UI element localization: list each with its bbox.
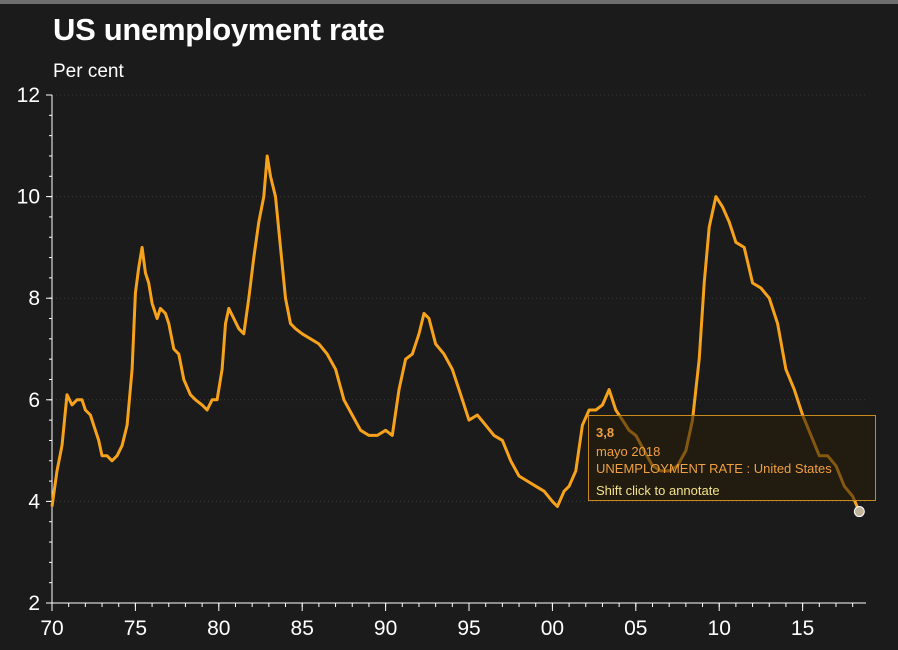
x-tick-label: 10 (708, 617, 731, 640)
x-tick-label: 05 (624, 617, 647, 640)
y-tick-label: 6 (28, 389, 40, 412)
tooltip-annotate-hint: Shift click to annotate (596, 483, 720, 498)
x-tick-label: 70 (40, 617, 63, 640)
x-tick-label: 90 (374, 617, 397, 640)
x-axis-tick-labels: 70 75 80 85 90 95 00 05 10 15 (40, 617, 814, 640)
y-tick-label: 2 (28, 592, 40, 615)
y-axis-tick-labels: 2 4 6 8 10 12 (17, 84, 41, 615)
y-tick-label: 10 (17, 186, 40, 209)
x-tick-label: 75 (124, 617, 147, 640)
tooltip-date: mayo 2018 (596, 444, 661, 459)
series-line-unemployment-rate[interactable] (50, 154, 861, 513)
x-tick-label: 85 (291, 617, 314, 640)
axes (46, 94, 866, 611)
x-tick-label: 00 (541, 617, 564, 640)
chart-title: US unemployment rate (53, 12, 385, 47)
top-border (0, 0, 898, 4)
y-tick-label: 8 (28, 287, 40, 310)
tooltip-value: 3,8 (596, 425, 615, 440)
x-tick-label: 15 (791, 617, 814, 640)
x-tick-label: 80 (207, 617, 230, 640)
data-tooltip: 3,8 mayo 2018 UNEMPLOYMENT RATE : United… (588, 415, 876, 501)
x-tick-label: 95 (457, 617, 480, 640)
tooltip-series-name: UNEMPLOYMENT RATE : United States (596, 461, 832, 476)
y-axis-unit-label: Per cent (53, 61, 124, 82)
y-tick-label: 12 (17, 84, 40, 107)
y-tick-label: 4 (28, 490, 40, 513)
highlighted-data-point[interactable] (853, 506, 865, 518)
